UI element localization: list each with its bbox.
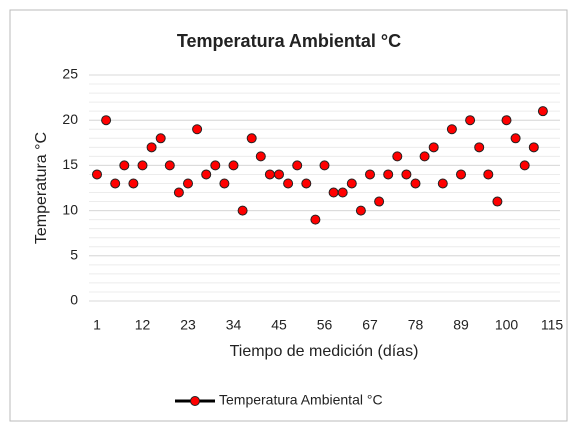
marker <box>310 214 321 225</box>
x-tick-label: 12 <box>135 317 151 333</box>
legend-label: Temperatura Ambiental °C <box>219 392 383 408</box>
marker <box>219 178 230 189</box>
y-tick-label: 15 <box>62 156 78 172</box>
y-tick-label: 25 <box>62 66 78 82</box>
x-tick-label: 23 <box>180 317 196 333</box>
marker <box>319 160 330 171</box>
marker <box>246 133 257 144</box>
marker <box>228 160 239 171</box>
marker <box>383 169 394 180</box>
marker <box>155 133 166 144</box>
x-tick-label: 45 <box>271 317 287 333</box>
marker <box>501 115 512 126</box>
marker <box>283 178 294 189</box>
marker <box>101 115 112 126</box>
marker <box>183 178 193 189</box>
x-tick-label: 56 <box>317 317 333 333</box>
marker <box>255 151 266 162</box>
marker <box>201 169 212 180</box>
marker <box>92 169 102 180</box>
marker <box>446 124 457 135</box>
marker <box>419 151 430 162</box>
marker <box>292 160 303 171</box>
y-tick-label: 5 <box>70 247 78 263</box>
x-tick-label: 67 <box>362 317 378 333</box>
marker <box>274 169 284 180</box>
x-tick-label: 100 <box>495 317 519 333</box>
marker <box>537 106 548 117</box>
x-tick-label: 1 <box>93 317 101 333</box>
marker <box>510 133 521 144</box>
marker <box>164 160 175 171</box>
y-tick-label: 10 <box>62 201 78 217</box>
marker <box>374 196 385 207</box>
marker <box>428 142 439 153</box>
marker <box>410 178 421 189</box>
chart-frame <box>9 9 568 422</box>
x-tick-label: 89 <box>453 317 469 333</box>
y-tick-label: 0 <box>70 292 78 308</box>
marker <box>355 205 366 216</box>
x-tick-label: 115 <box>541 317 564 333</box>
marker <box>365 169 375 180</box>
marker <box>437 178 448 189</box>
marker <box>492 196 503 207</box>
marker <box>483 169 494 180</box>
marker <box>392 151 403 162</box>
y-axis-label: Temperatura °C <box>33 132 50 244</box>
marker <box>337 187 348 198</box>
marker <box>456 169 466 180</box>
marker <box>346 178 357 189</box>
marker <box>210 160 221 171</box>
marker <box>401 169 412 180</box>
marker <box>137 160 148 171</box>
x-tick-label: 78 <box>408 317 424 333</box>
marker <box>173 187 184 198</box>
marker <box>264 169 275 180</box>
legend-marker <box>190 396 200 406</box>
chart-title: Temperatura Ambiental °C <box>177 31 401 51</box>
x-axis-label: Tiempo de medición (días) <box>230 343 419 360</box>
marker <box>519 160 530 171</box>
marker <box>328 187 339 198</box>
x-tick-label: 34 <box>226 317 242 333</box>
marker <box>474 142 485 153</box>
marker <box>128 178 139 189</box>
marker <box>528 142 539 153</box>
marker <box>146 142 157 153</box>
y-tick-label: 20 <box>62 111 78 127</box>
marker <box>119 160 130 171</box>
marker <box>237 205 248 216</box>
marker <box>465 115 476 126</box>
marker <box>110 178 121 189</box>
marker <box>301 178 312 189</box>
marker <box>192 124 203 135</box>
